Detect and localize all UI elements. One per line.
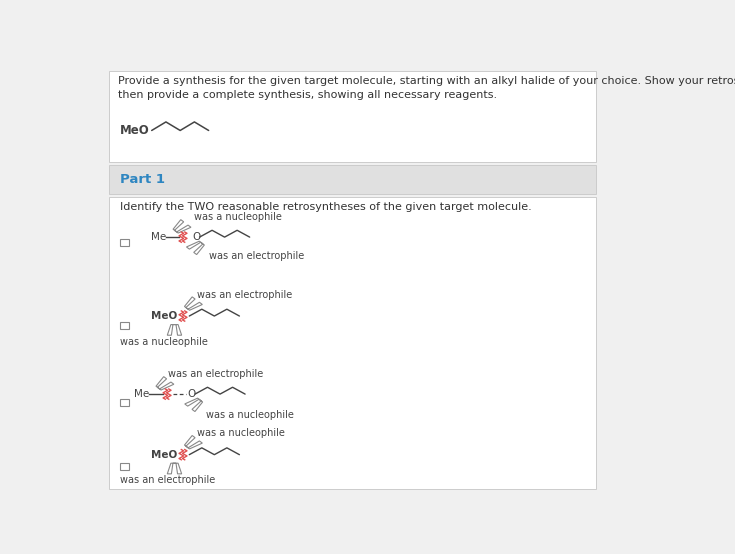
Text: was an electrophile: was an electrophile — [209, 252, 304, 261]
Polygon shape — [184, 435, 202, 449]
Polygon shape — [156, 377, 174, 390]
Text: was a nucleophile: was a nucleophile — [194, 212, 282, 222]
Text: was an electrophile: was an electrophile — [121, 475, 215, 485]
Text: Me: Me — [134, 389, 148, 399]
Text: Identify the TWO reasonable retrosyntheses of the given target molecule.: Identify the TWO reasonable retrosynthes… — [121, 202, 532, 212]
Text: Part 1: Part 1 — [121, 173, 165, 187]
Text: then provide a complete synthesis, showing all necessary reagents.: then provide a complete synthesis, showi… — [118, 90, 497, 100]
Text: MeO: MeO — [151, 450, 177, 460]
FancyBboxPatch shape — [109, 71, 596, 162]
Bar — [121, 239, 129, 245]
Text: O: O — [187, 389, 196, 399]
Text: MeO: MeO — [151, 311, 177, 321]
Polygon shape — [187, 241, 204, 255]
Polygon shape — [168, 325, 182, 335]
Polygon shape — [173, 219, 191, 233]
Text: was an electrophile: was an electrophile — [168, 368, 263, 378]
Polygon shape — [184, 297, 202, 310]
Bar — [121, 463, 129, 470]
Text: was a nucleophile: was a nucleophile — [121, 337, 208, 347]
Text: Me: Me — [151, 232, 166, 242]
FancyBboxPatch shape — [109, 166, 596, 194]
Polygon shape — [184, 398, 203, 412]
Text: MeO: MeO — [121, 124, 150, 137]
Polygon shape — [168, 463, 182, 474]
Bar — [121, 322, 129, 329]
Bar — [121, 399, 129, 406]
Text: was a nucleophile: was a nucleophile — [206, 409, 294, 419]
Text: was an electrophile: was an electrophile — [197, 290, 293, 300]
FancyBboxPatch shape — [109, 197, 596, 489]
Text: Provide a synthesis for the given target molecule, starting with an alkyl halide: Provide a synthesis for the given target… — [118, 76, 735, 86]
Text: O: O — [193, 232, 201, 242]
Text: was a nucleophile: was a nucleophile — [197, 428, 285, 438]
